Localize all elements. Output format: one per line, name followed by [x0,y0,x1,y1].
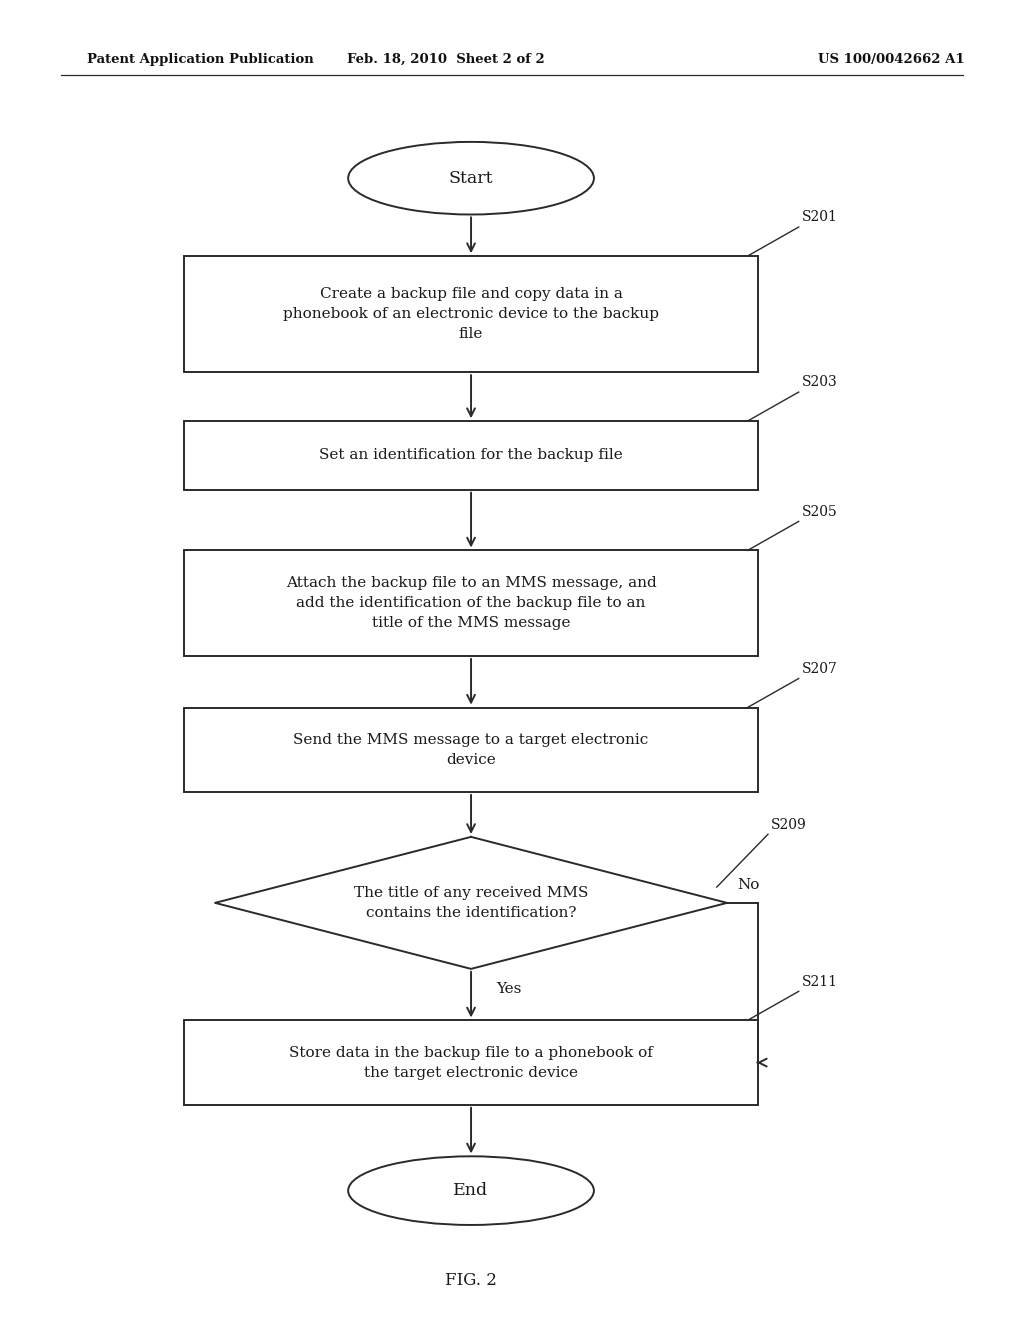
Text: S209: S209 [771,817,807,832]
Text: Send the MMS message to a target electronic
device: Send the MMS message to a target electro… [294,733,648,767]
Text: Set an identification for the backup file: Set an identification for the backup fil… [319,449,623,462]
Text: End: End [454,1183,488,1199]
Text: S205: S205 [802,504,838,519]
Text: Patent Application Publication: Patent Application Publication [87,53,313,66]
Text: US 100/0042662 A1: US 100/0042662 A1 [817,53,965,66]
Text: Yes: Yes [497,982,522,997]
Text: S211: S211 [802,974,838,989]
Text: Attach the backup file to an MMS message, and
add the identification of the back: Attach the backup file to an MMS message… [286,577,656,630]
Text: FIG. 2: FIG. 2 [445,1272,497,1288]
Text: The title of any received MMS
contains the identification?: The title of any received MMS contains t… [354,886,588,920]
Text: No: No [737,878,760,892]
Text: S207: S207 [802,661,838,676]
Text: Create a backup file and copy data in a
phonebook of an electronic device to the: Create a backup file and copy data in a … [283,288,659,341]
Text: S203: S203 [802,375,838,389]
Text: S201: S201 [802,210,838,224]
Text: Store data in the backup file to a phonebook of
the target electronic device: Store data in the backup file to a phone… [289,1045,653,1080]
Text: Start: Start [449,170,494,186]
Text: Feb. 18, 2010  Sheet 2 of 2: Feb. 18, 2010 Sheet 2 of 2 [346,53,545,66]
